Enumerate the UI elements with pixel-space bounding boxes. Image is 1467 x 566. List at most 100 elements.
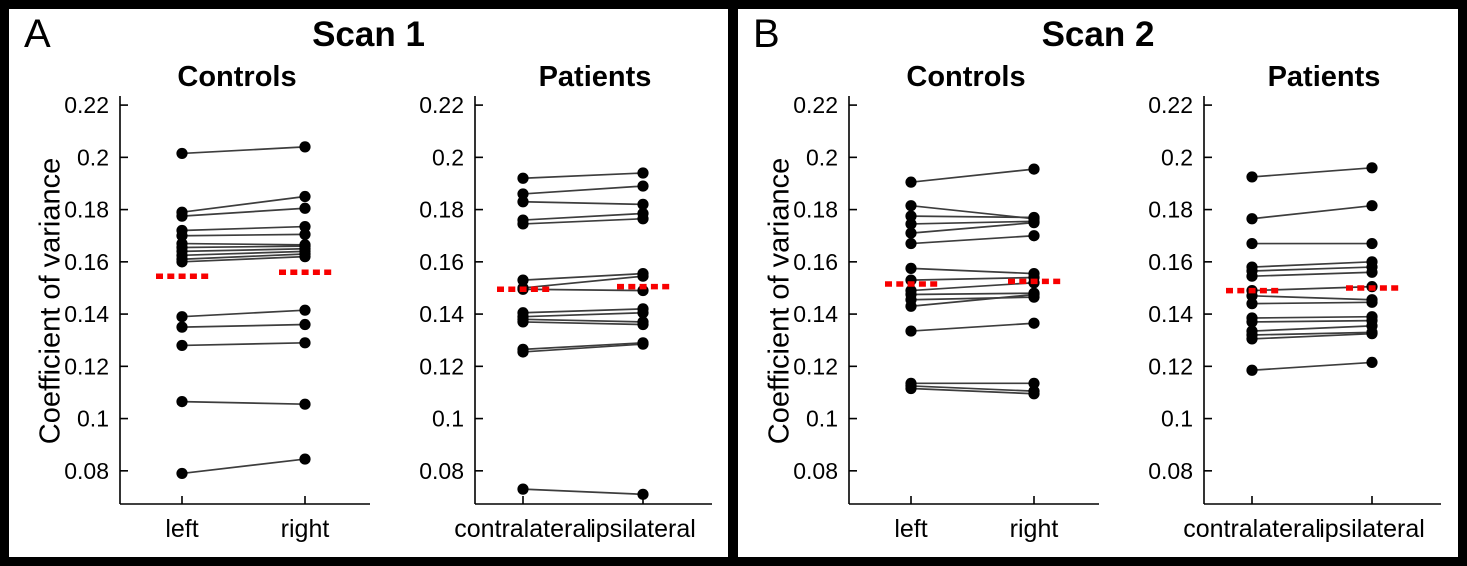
pair-line (1251, 361, 1373, 372)
data-point (905, 227, 917, 239)
pair-line (522, 200, 644, 206)
pair-line (522, 288, 644, 292)
pair-line (522, 185, 644, 195)
pair-line (181, 341, 306, 347)
data-point (905, 218, 917, 230)
data-point (517, 218, 529, 230)
data-point (1246, 298, 1258, 310)
pair-line (522, 343, 644, 353)
data-point (517, 483, 529, 495)
data-point (299, 228, 311, 241)
y-tick-label: 0.16 (64, 249, 109, 275)
pair-line (910, 234, 1035, 245)
pair-line (910, 385, 1035, 392)
pair-line (181, 242, 306, 246)
data-point (517, 316, 529, 328)
y-tick-label: 0.16 (1148, 249, 1193, 275)
pair-line (910, 293, 1035, 308)
y-tick-label: 0.18 (419, 197, 464, 223)
pair-line (522, 318, 644, 323)
data-point (1366, 162, 1378, 174)
pair-line (522, 212, 644, 221)
y-tick-label: 0.18 (793, 197, 838, 223)
data-point (905, 300, 917, 312)
data-point (517, 172, 529, 184)
panel-divider (728, 9, 738, 557)
data-point (1246, 364, 1258, 376)
panel-title: Scan 1 (312, 15, 425, 54)
data-point (1366, 356, 1378, 369)
data-point (299, 304, 311, 316)
pair-line (1251, 260, 1373, 268)
data-point (1028, 388, 1040, 400)
data-point (299, 398, 311, 410)
chart-controls: 0.22 0.2 0.18 0.16 0.14 0.12 0.1 0.08 left right (39, 87, 384, 557)
pair-line (181, 146, 306, 155)
pair-line (1251, 319, 1373, 323)
y-tick-label: 0.2 (1161, 144, 1193, 170)
pair-line (522, 275, 644, 289)
pair-line (1251, 301, 1373, 305)
x-tick-label: ipsilateral (590, 515, 696, 543)
data-point (299, 337, 311, 349)
pair-line (1251, 324, 1373, 332)
y-tick-label: 0.08 (64, 458, 109, 484)
pair-line (910, 220, 1035, 225)
data-point (299, 141, 311, 153)
data-point (176, 210, 188, 222)
pair-line (910, 292, 1035, 296)
data-point (637, 270, 649, 282)
y-tick-label: 0.1 (77, 406, 109, 432)
data-point (905, 237, 917, 250)
pair-line (910, 281, 1035, 292)
y-tick-label: 0.14 (419, 301, 464, 327)
y-tick-label: 0.08 (793, 458, 838, 484)
data-point (1028, 317, 1040, 329)
pair-line (910, 276, 1035, 281)
data-point (637, 488, 649, 500)
data-point (517, 196, 529, 208)
chart-controls: 0.22 0.2 0.18 0.16 0.14 0.12 0.1 0.08 left right (768, 87, 1113, 557)
data-point (299, 190, 311, 203)
pair-line (910, 221, 1035, 234)
data-point (637, 213, 649, 225)
data-point (176, 147, 188, 160)
data-point (905, 200, 917, 212)
pair-line (181, 400, 306, 406)
pair-line (181, 225, 306, 232)
y-tick-label: 0.18 (64, 197, 109, 223)
data-point (1366, 266, 1378, 278)
x-tick-label: right (281, 515, 330, 543)
data-point (1028, 377, 1040, 389)
pair-line (181, 458, 306, 475)
y-tick-label: 0.14 (793, 301, 838, 327)
pair-line (1251, 271, 1373, 278)
data-point (1028, 230, 1040, 242)
y-tick-label: 0.2 (432, 144, 464, 170)
data-point (176, 467, 188, 480)
paired-slope-chart: 0.22 0.2 0.18 0.16 0.14 0.12 0.1 0.08 left right (793, 92, 1099, 543)
subplot-title-controls: Controls (906, 61, 1026, 93)
pair-line (181, 309, 306, 318)
panel-letter: B (753, 12, 780, 56)
data-point (1246, 237, 1258, 250)
data-point (517, 274, 529, 286)
y-tick-label: 0.1 (806, 406, 838, 432)
data-point (637, 180, 649, 192)
chart-patients: 0.22 0.2 0.18 0.16 0.14 0.12 0.1 0.08 contralate… (394, 87, 729, 557)
panel-B: B Scan 2 Controls Patients Coefficient o… (738, 9, 1458, 557)
pair-line (1251, 332, 1373, 340)
y-tick-label: 0.2 (806, 144, 838, 170)
pair-line (1251, 331, 1373, 336)
pair-line (181, 255, 306, 263)
data-point (905, 325, 917, 337)
data-point (517, 346, 529, 358)
pair-line (1251, 204, 1373, 220)
y-tick-label: 0.1 (1161, 406, 1193, 432)
paired-slope-chart: 0.22 0.2 0.18 0.16 0.14 0.12 0.1 0.08 contralate… (419, 92, 712, 543)
pair-line (181, 247, 306, 253)
paired-slope-chart: 0.22 0.2 0.18 0.16 0.14 0.12 0.1 0.08 contralate… (1148, 92, 1441, 543)
data-point (1366, 328, 1378, 340)
y-tick-label: 0.22 (64, 92, 109, 118)
pair-line (522, 311, 644, 318)
